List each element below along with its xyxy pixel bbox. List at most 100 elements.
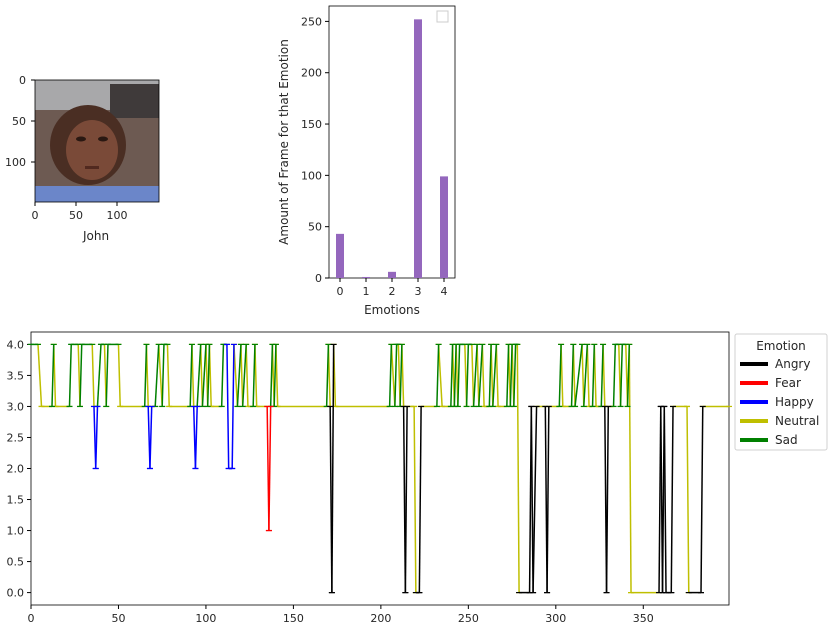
line-segment-sad — [436, 344, 440, 407]
line-ytick-label: 3.5 — [7, 369, 25, 382]
line-ytick-label: 1.5 — [7, 494, 25, 507]
legend-label-fear: Fear — [775, 376, 801, 390]
line-segment-sad — [79, 344, 83, 407]
bar-xtick-label: 3 — [415, 285, 422, 298]
line-segment-neutral — [390, 344, 396, 407]
line-segment-sad — [273, 344, 277, 407]
legend-label-sad: Sad — [775, 433, 798, 447]
line-xtick-label: 200 — [370, 612, 391, 625]
line-xtick-label: 0 — [28, 612, 35, 625]
line-segment-neutral — [516, 344, 520, 593]
line-segment-sad — [325, 344, 330, 407]
line-segment-sad — [269, 344, 274, 407]
image-xlabel: John — [82, 229, 109, 243]
line-segment-neutral — [240, 344, 244, 407]
legend-label-neutral: Neutral — [775, 414, 819, 428]
line-segment-sad — [506, 344, 510, 407]
line-chart: 0.0 0.5 1.0 1.5 2.0 2.5 3.0 3.5 4.0 0 50 100 150 200 2… — [7, 331, 828, 625]
line-segment-sad — [583, 344, 589, 407]
line-segment-sad — [600, 344, 604, 407]
line-xtick-label: 100 — [195, 612, 216, 625]
bar-ytick-label: 200 — [301, 67, 322, 80]
line-segment-angry — [670, 406, 674, 593]
line-ytick-label: 1.0 — [7, 525, 25, 538]
legend: Emotion Angry Fear Happy Neutral Sad — [734, 333, 828, 451]
line-ytick-label: 0.0 — [7, 587, 25, 600]
bar — [440, 176, 448, 278]
line-segment-angry — [530, 406, 534, 593]
line-segment-sad — [201, 344, 207, 407]
line-segment-sad — [161, 344, 165, 407]
bar — [388, 271, 396, 278]
image-ytick: 0 — [19, 74, 26, 87]
bar-xtick-label: 1 — [363, 285, 370, 298]
line-xtick-label: 250 — [458, 612, 479, 625]
line-chart-frame — [30, 331, 730, 606]
line-segment-neutral — [245, 344, 249, 407]
line-segment-neutral — [481, 344, 485, 407]
line-segment-sad — [612, 344, 617, 407]
line-ytick-label: 0.5 — [7, 556, 25, 569]
line-segment-sad — [509, 344, 513, 407]
line-segment-happy — [231, 344, 235, 469]
line-segment-sad — [399, 344, 403, 407]
line-segment-neutral — [413, 406, 417, 593]
line-xtick-label: 50 — [111, 612, 125, 625]
face-photo — [34, 79, 160, 203]
line-segment-angry — [663, 406, 667, 593]
legend-label-happy: Happy — [775, 395, 814, 409]
line-segment-neutral — [686, 406, 690, 593]
bar — [362, 276, 370, 278]
line-segment-sad — [513, 344, 517, 407]
line-ytick-label: 3.0 — [7, 400, 25, 413]
bar-ytick-label: 50 — [308, 221, 322, 234]
line-segment-sad — [220, 344, 225, 407]
line-segment-neutral — [495, 344, 499, 407]
line-segment-sad — [241, 344, 247, 407]
line-segment-sad — [457, 344, 461, 407]
line-xtick-label: 150 — [283, 612, 304, 625]
line-segment-sad — [492, 344, 498, 407]
line-segment-angry — [532, 406, 538, 593]
line-segment-sad — [143, 344, 148, 407]
bar-legend-box — [436, 10, 449, 23]
image-xtick: 50 — [69, 209, 83, 222]
bar-xlabel: Emotions — [364, 303, 420, 317]
bar-ytick-label: 100 — [301, 169, 322, 182]
line-segment-sad — [465, 344, 470, 407]
line-segment-sad — [105, 344, 109, 407]
legend-title: Emotion — [756, 339, 806, 353]
line-segment-sad — [206, 344, 211, 407]
line-segment-angry — [331, 344, 335, 593]
bar-ylabel: Amount of Frame for that Emotion — [277, 39, 291, 245]
line-segment-sad — [388, 344, 393, 407]
line-segment-happy — [149, 406, 153, 469]
line-segment-neutral — [157, 344, 163, 407]
line-segment-sad — [154, 344, 160, 407]
line-ytick-label: 4.0 — [7, 338, 25, 351]
line-segment-happy — [94, 406, 99, 469]
line-segment-sad — [189, 344, 193, 407]
bar-xtick-label: 2 — [389, 285, 396, 298]
image-ytick: 50 — [12, 115, 26, 128]
line-segment-angry — [418, 406, 422, 593]
line-segment-neutral — [437, 344, 443, 407]
line-segment-neutral — [91, 344, 95, 407]
line-segment-sad — [488, 344, 492, 407]
line-segment-happy — [226, 344, 230, 469]
line-segment-sad — [394, 344, 398, 407]
line-segment-angry — [546, 406, 550, 593]
line-ytick-label: 2.0 — [7, 463, 25, 476]
image-panel: 0 50 100 0 50 100 John — [5, 74, 160, 243]
line-segment-sad — [478, 344, 484, 407]
line-segment-sad — [236, 344, 242, 407]
bar-ytick-label: 150 — [301, 118, 322, 131]
line-xtick-label: 350 — [633, 612, 654, 625]
line-segment-sad — [558, 344, 562, 407]
bar-ytick-label: 0 — [315, 272, 322, 285]
line-segment-sad — [591, 344, 596, 407]
line-segment-angry — [404, 406, 408, 593]
image-xtick: 100 — [107, 209, 128, 222]
line-segment-neutral — [628, 344, 632, 593]
